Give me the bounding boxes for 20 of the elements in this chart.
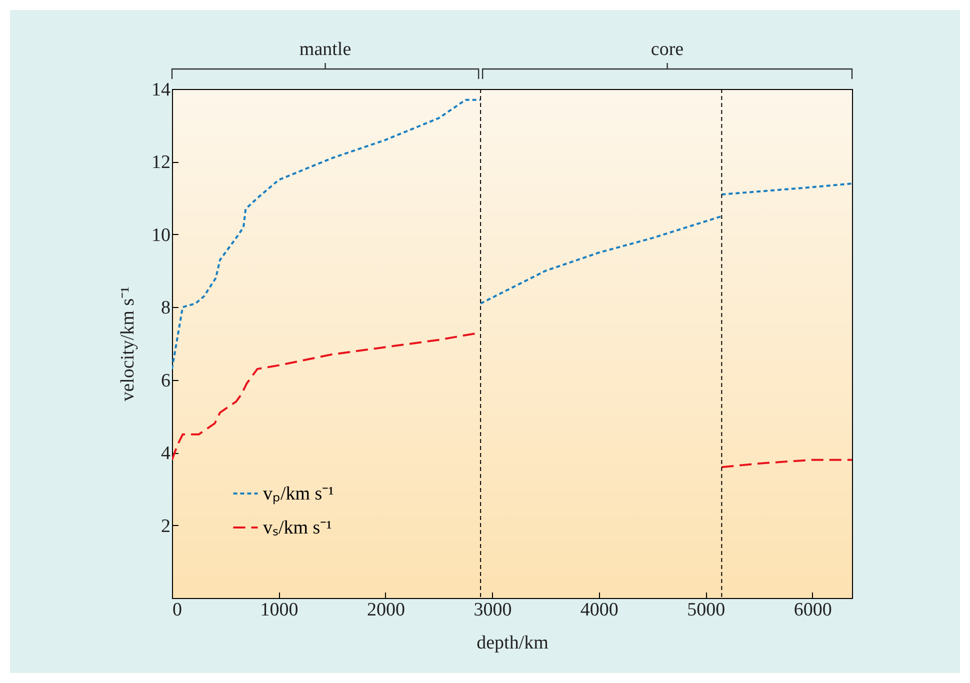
y-tick-label: 2 [161, 516, 170, 537]
x-tick-label: 0 [172, 600, 182, 620]
y-tick-label: 12 [152, 152, 170, 174]
x-tick-label: 1000 [260, 600, 298, 620]
y-axis-title: velocity/km s⁻¹ [118, 286, 138, 402]
y-tick-label: 6 [161, 370, 170, 392]
x-axis-title: depth/km [476, 632, 549, 654]
x-tick-label: 2000 [366, 600, 405, 620]
legend-label: vₛ/km s⁻¹ [263, 518, 332, 538]
y-tick-label: 8 [161, 298, 170, 319]
y-tick-label: 14 [152, 80, 171, 100]
y-tick-label: 10 [152, 224, 170, 246]
x-tick-label: 6000 [794, 600, 832, 620]
y-tick-label: 4 [161, 443, 171, 464]
text: mantle [299, 39, 352, 60]
text: core [650, 39, 684, 60]
x-tick-label: 3000 [474, 600, 512, 620]
x-tick-label: 4000 [580, 600, 618, 620]
x-tick-label: 5000 [687, 600, 726, 620]
legend-label: vₚ/km s⁻¹ [263, 484, 334, 504]
